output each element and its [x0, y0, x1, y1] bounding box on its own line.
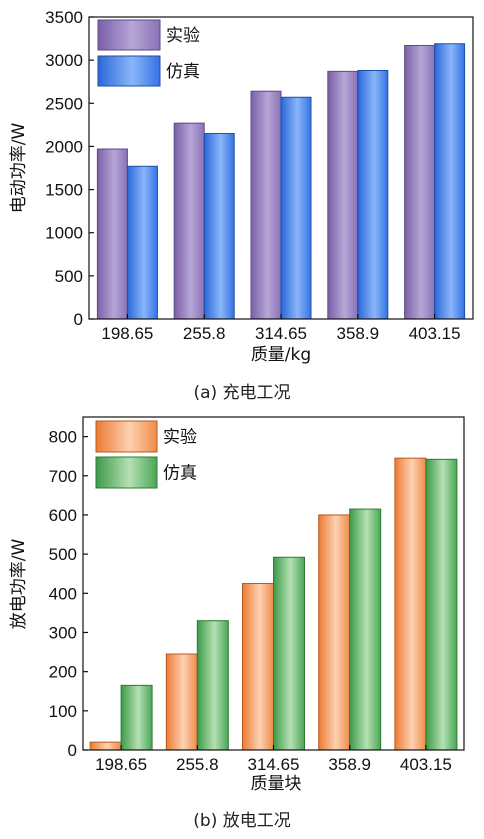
chart-b-x-tick-label-4: 403.15 [400, 755, 452, 774]
chart-b-y-tick-label-0: 0 [68, 741, 77, 760]
chart-a-x-tick-label-1: 255.8 [183, 324, 226, 343]
chart-b-caption: (b) 放电工况 [193, 811, 290, 831]
chart-b-bar-experiment-1 [165, 653, 198, 751]
chart-b: 0 100 200 300 400 500 600 700 800 198.65 255.8 314… [9, 416, 465, 831]
chart-b-x-tick-label-0: 198.65 [95, 755, 147, 774]
chart-a-bar-simulation-0 [126, 165, 158, 320]
chart-b-bar-simulation-0 [120, 684, 153, 751]
chart-b-legend-swatch-0 [95, 420, 158, 453]
chart-b-bar-simulation-3 [349, 508, 382, 751]
chart-b-y-tick-label-5: 500 [49, 545, 77, 564]
chart-a-legend-label-0: 实验 [166, 26, 200, 46]
chart-a-y-tick-label-3: 1500 [45, 181, 83, 200]
chart-a-x-label: 质量/kg [251, 345, 311, 365]
chart-a-y-label: 电动功率/W [9, 123, 29, 214]
chart-a-marks [96, 43, 466, 320]
chart-b-y-tick-label-6: 600 [49, 506, 77, 525]
chart-a-caption: (a) 充电工况 [193, 383, 290, 403]
chart-b-y-tick-label-2: 200 [49, 663, 77, 682]
chart-b-legend-label-0: 实验 [163, 428, 197, 448]
chart-b-bar-experiment-4 [394, 457, 427, 751]
chart-a-legend-swatch-0 [97, 19, 161, 51]
chart-b-bar-simulation-1 [196, 620, 229, 751]
chart-a-bar-simulation-1 [203, 132, 235, 320]
chart-a-bar-simulation-4 [434, 43, 466, 320]
chart-a-x-tick-label-4: 403.15 [409, 324, 461, 343]
chart-a: 0 500 1000 1500 2000 2500 3000 3500 198.65 255.8… [9, 8, 474, 403]
chart-b-y-tick-label-3: 300 [49, 623, 77, 642]
chart-b-bar-simulation-2 [273, 556, 305, 751]
chart-b-x-tick-label-1: 255.8 [176, 755, 219, 774]
chart-b-legend-swatch-1 [95, 456, 158, 489]
chart-a-x-ticks: 198.65 255.8 314.65 358.9 403.15 [101, 314, 461, 343]
chart-b-y-label: 放电功率/W [9, 539, 29, 630]
chart-b-x-tick-label-3: 358.9 [328, 755, 371, 774]
chart-a-y-tick-label-0: 0 [74, 310, 83, 329]
chart-a-y-ticks: 0 500 1000 1500 2000 2500 3000 3500 [45, 8, 94, 329]
chart-a-y-tick-label-5: 2500 [45, 94, 83, 113]
chart-b-bar-simulation-4 [425, 458, 458, 751]
chart-a-x-tick-label-2: 314.65 [255, 324, 307, 343]
chart-b-x-label: 质量块 [251, 774, 302, 794]
chart-a-y-tick-label-4: 2000 [45, 137, 83, 156]
chart-b-y-ticks: 0 100 200 300 400 500 600 700 800 [49, 428, 88, 760]
chart-b-y-tick-label-4: 400 [49, 584, 77, 603]
chart-a-bar-experiment-3 [327, 70, 359, 320]
chart-a-bar-experiment-2 [250, 90, 282, 320]
chart-a-y-tick-label-1: 500 [55, 267, 83, 286]
chart-a-legend-swatch-1 [97, 55, 161, 87]
chart-b-bar-experiment-0 [89, 741, 122, 751]
chart-b-bar-experiment-3 [318, 514, 351, 751]
chart-b-legend-label-1: 仿真 [163, 464, 197, 484]
chart-b-bar-experiment-2 [242, 583, 274, 751]
chart-a-bar-simulation-3 [357, 69, 389, 320]
chart-b-x-tick-label-2: 314.65 [248, 755, 300, 774]
chart-a-bar-simulation-2 [280, 96, 312, 320]
chart-a-x-tick-label-3: 358.9 [337, 324, 380, 343]
chart-a-x-tick-label-0: 198.65 [101, 324, 153, 343]
chart-b-y-tick-label-7: 700 [49, 467, 77, 486]
chart-b-x-ticks: 198.65 255.8 314.65 358.9 403.15 [95, 745, 452, 774]
chart-a-y-tick-label-7: 3500 [45, 8, 83, 27]
chart-a-bar-experiment-1 [173, 122, 205, 320]
chart-a-y-tick-label-6: 3000 [45, 51, 83, 70]
chart-a-legend-label-1: 仿真 [166, 62, 200, 82]
chart-a-bar-experiment-4 [404, 44, 436, 320]
chart-a-bar-experiment-0 [96, 148, 128, 320]
chart-a-y-tick-label-2: 1000 [45, 224, 83, 243]
chart-b-marks [89, 457, 458, 751]
chart-b-y-tick-label-1: 100 [49, 702, 77, 721]
chart-b-y-tick-label-8: 800 [49, 428, 77, 447]
